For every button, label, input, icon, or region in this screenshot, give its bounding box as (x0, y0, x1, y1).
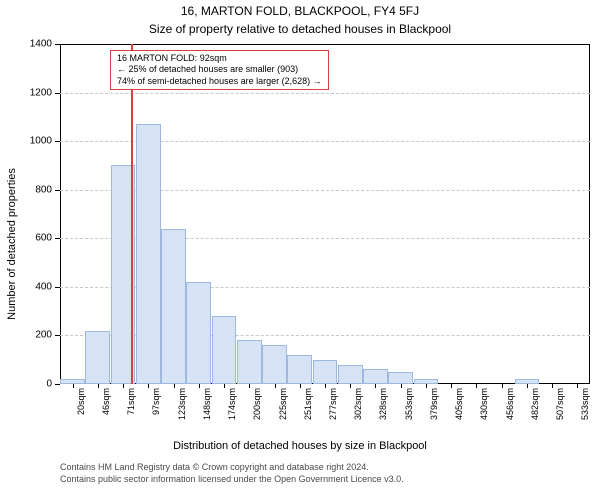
y-tick-label: 1400 (30, 39, 52, 50)
annotation-line: ← 25% of detached houses are smaller (90… (117, 64, 322, 75)
y-tick-label: 200 (35, 330, 52, 341)
x-tick (552, 384, 553, 388)
annotation-line: 74% of semi-detached houses are larger (… (117, 76, 322, 87)
y-tick-label: 400 (35, 281, 52, 292)
y-tick (55, 335, 60, 336)
y-tick (55, 238, 60, 239)
x-tick (300, 384, 301, 388)
x-tick (401, 384, 402, 388)
x-tick-label: 123sqm (177, 388, 187, 420)
x-tick (148, 384, 149, 388)
histogram-bar (338, 365, 363, 384)
histogram-bar (287, 355, 312, 384)
histogram-bar (237, 340, 262, 384)
y-tick (55, 384, 60, 385)
x-tick (224, 384, 225, 388)
x-tick (350, 384, 351, 388)
y-tick (55, 44, 60, 45)
footer-line-1: Contains HM Land Registry data © Crown c… (60, 462, 590, 473)
x-tick (275, 384, 276, 388)
x-tick-label: 533sqm (580, 388, 590, 420)
histogram-bar (388, 372, 413, 384)
x-tick (174, 384, 175, 388)
x-tick (325, 384, 326, 388)
x-tick (98, 384, 99, 388)
chart-subtitle: Size of property relative to detached ho… (0, 22, 600, 36)
x-tick-label: 482sqm (530, 388, 540, 420)
x-tick-label: 97sqm (151, 388, 161, 415)
x-tick-label: 225sqm (278, 388, 288, 420)
x-tick-label: 302sqm (353, 388, 363, 420)
x-tick-label: 430sqm (479, 388, 489, 420)
histogram-bar (136, 124, 161, 384)
x-tick-label: 174sqm (227, 388, 237, 420)
y-tick-label: 600 (35, 233, 52, 244)
footer-line-2: Contains public sector information licen… (60, 474, 590, 485)
x-tick-label: 456sqm (505, 388, 515, 420)
gridline (60, 93, 590, 94)
x-tick-label: 379sqm (429, 388, 439, 420)
x-tick-label: 46sqm (101, 388, 111, 415)
plot-area: 020040060080010001200140020sqm46sqm71sqm… (60, 44, 590, 384)
y-tick-label: 0 (46, 379, 52, 390)
property-marker-line (131, 44, 133, 384)
annotation-box: 16 MARTON FOLD: 92sqm← 25% of detached h… (110, 50, 329, 90)
x-tick-label: 328sqm (378, 388, 388, 420)
x-tick (199, 384, 200, 388)
x-tick-label: 405sqm (454, 388, 464, 420)
x-tick-label: 71sqm (126, 388, 136, 415)
x-tick-label: 148sqm (202, 388, 212, 420)
y-tick (55, 141, 60, 142)
annotation-line: 16 MARTON FOLD: 92sqm (117, 53, 322, 64)
chart-title: 16, MARTON FOLD, BLACKPOOL, FY4 5FJ (0, 4, 600, 18)
histogram-bar (363, 369, 388, 384)
chart-container: 16, MARTON FOLD, BLACKPOOL, FY4 5FJ Size… (0, 0, 600, 500)
histogram-bar (186, 282, 211, 384)
histogram-bar (161, 229, 186, 384)
x-tick (123, 384, 124, 388)
x-tick-label: 20sqm (76, 388, 86, 415)
x-tick (527, 384, 528, 388)
x-tick-label: 200sqm (252, 388, 262, 420)
x-tick-label: 277sqm (328, 388, 338, 420)
x-axis-label: Distribution of detached houses by size … (0, 440, 600, 452)
x-tick (577, 384, 578, 388)
histogram-bar (262, 345, 287, 384)
histogram-bar (212, 316, 237, 384)
x-tick (249, 384, 250, 388)
y-axis-label: Number of detached properties (6, 92, 18, 244)
x-tick (476, 384, 477, 388)
x-tick (73, 384, 74, 388)
y-tick-label: 1200 (30, 87, 52, 98)
x-tick-label: 251sqm (303, 388, 313, 420)
y-tick (55, 93, 60, 94)
y-tick-label: 800 (35, 184, 52, 195)
x-tick (426, 384, 427, 388)
x-tick (451, 384, 452, 388)
x-tick (375, 384, 376, 388)
x-tick-label: 507sqm (555, 388, 565, 420)
x-tick (502, 384, 503, 388)
y-tick (55, 287, 60, 288)
histogram-bar (85, 331, 110, 384)
y-tick-label: 1000 (30, 136, 52, 147)
histogram-bar (313, 360, 338, 384)
x-tick-label: 353sqm (404, 388, 414, 420)
y-tick (55, 190, 60, 191)
